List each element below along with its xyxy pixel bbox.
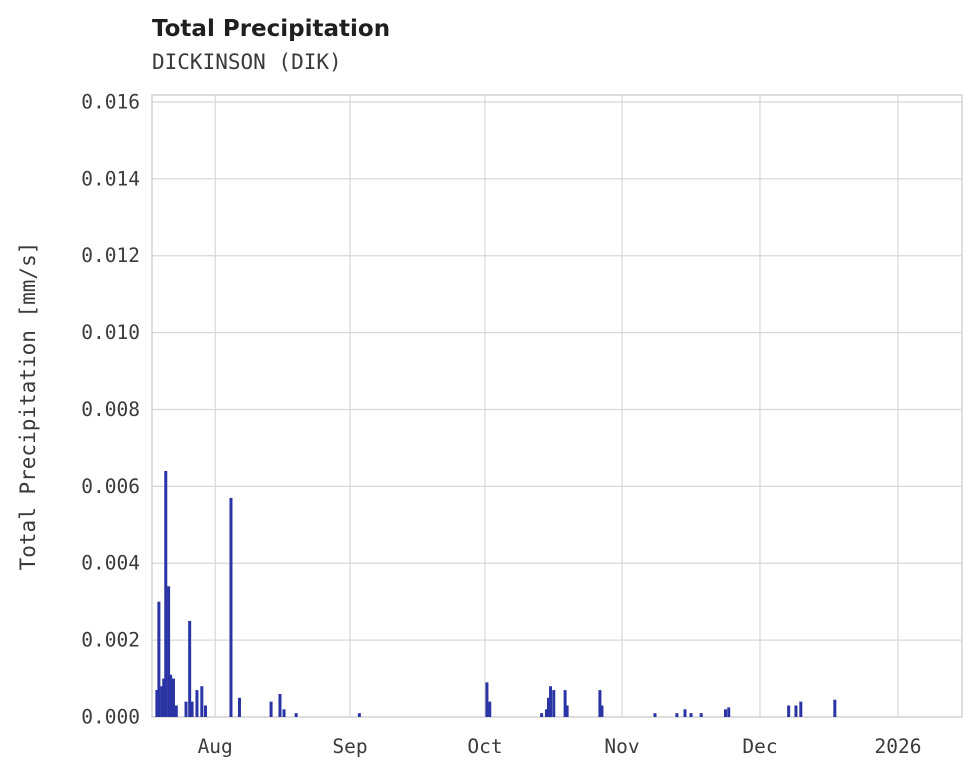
- precip-bar: [188, 620, 192, 717]
- precip-bar: [269, 701, 273, 717]
- precip-bar: [237, 697, 241, 717]
- y-tick-label: 0.010: [81, 321, 140, 344]
- precip-bar: [157, 601, 161, 717]
- x-tick-label: Aug: [198, 735, 233, 758]
- precip-bar: [160, 686, 164, 717]
- precip-bar: [540, 713, 544, 717]
- precip-bar: [169, 674, 173, 717]
- y-tick-label: 0.012: [81, 244, 140, 267]
- precip-bar: [162, 678, 166, 717]
- chart-subtitle: DICKINSON (DIK): [152, 50, 342, 74]
- y-tick-label: 0.014: [81, 167, 140, 190]
- precip-bar: [727, 707, 731, 717]
- precip-bar: [683, 709, 687, 717]
- precip-bar: [488, 701, 492, 717]
- chart-title: Total Precipitation: [152, 16, 391, 42]
- precip-bar: [563, 690, 567, 717]
- x-tick-label: 2026: [875, 735, 922, 758]
- precip-bar: [565, 705, 569, 717]
- precip-bar: [699, 713, 703, 717]
- y-tick-label: 0.016: [81, 90, 140, 113]
- precip-bar: [799, 701, 803, 717]
- y-tick-label: 0.006: [81, 475, 140, 498]
- precip-bar: [294, 713, 298, 717]
- precip-bar: [549, 686, 553, 717]
- precip-bar: [600, 705, 604, 717]
- precip-bar: [167, 586, 171, 717]
- precip-bar: [184, 701, 188, 717]
- precip-bar: [723, 709, 727, 717]
- precip-bar: [282, 709, 286, 717]
- precip-bar: [229, 497, 233, 717]
- precip-bar: [598, 690, 602, 717]
- y-tick-label: 0.004: [81, 552, 140, 575]
- precip-bar: [195, 690, 199, 717]
- precip-bar: [552, 690, 556, 717]
- precip-bar: [278, 693, 282, 717]
- precip-bar: [174, 705, 178, 717]
- y-tick-label: 0.002: [81, 629, 140, 652]
- precip-bar: [190, 701, 194, 717]
- precip-bar: [787, 705, 791, 717]
- precip-bar: [689, 713, 693, 717]
- y-tick-label: 0.000: [81, 706, 140, 729]
- x-tick-label: Nov: [604, 735, 639, 758]
- precip-bar: [544, 709, 548, 717]
- precip-bar: [164, 470, 168, 717]
- precip-bar: [155, 690, 159, 717]
- plot-border: [151, 94, 963, 718]
- precip-bar: [833, 699, 837, 717]
- precip-bar: [546, 697, 550, 717]
- y-tick-label: 0.008: [81, 398, 140, 421]
- precip-bar: [200, 686, 204, 717]
- precip-bar: [171, 678, 175, 717]
- precip-bar: [203, 705, 207, 717]
- x-tick-label: Oct: [467, 735, 502, 758]
- precip-bar: [357, 713, 361, 717]
- precip-bar: [675, 713, 679, 717]
- precip-bar: [794, 705, 798, 717]
- precip-bar: [653, 713, 657, 717]
- x-tick-label: Sep: [332, 735, 367, 758]
- precip-bar: [485, 682, 489, 717]
- x-tick-label: Dec: [742, 735, 777, 758]
